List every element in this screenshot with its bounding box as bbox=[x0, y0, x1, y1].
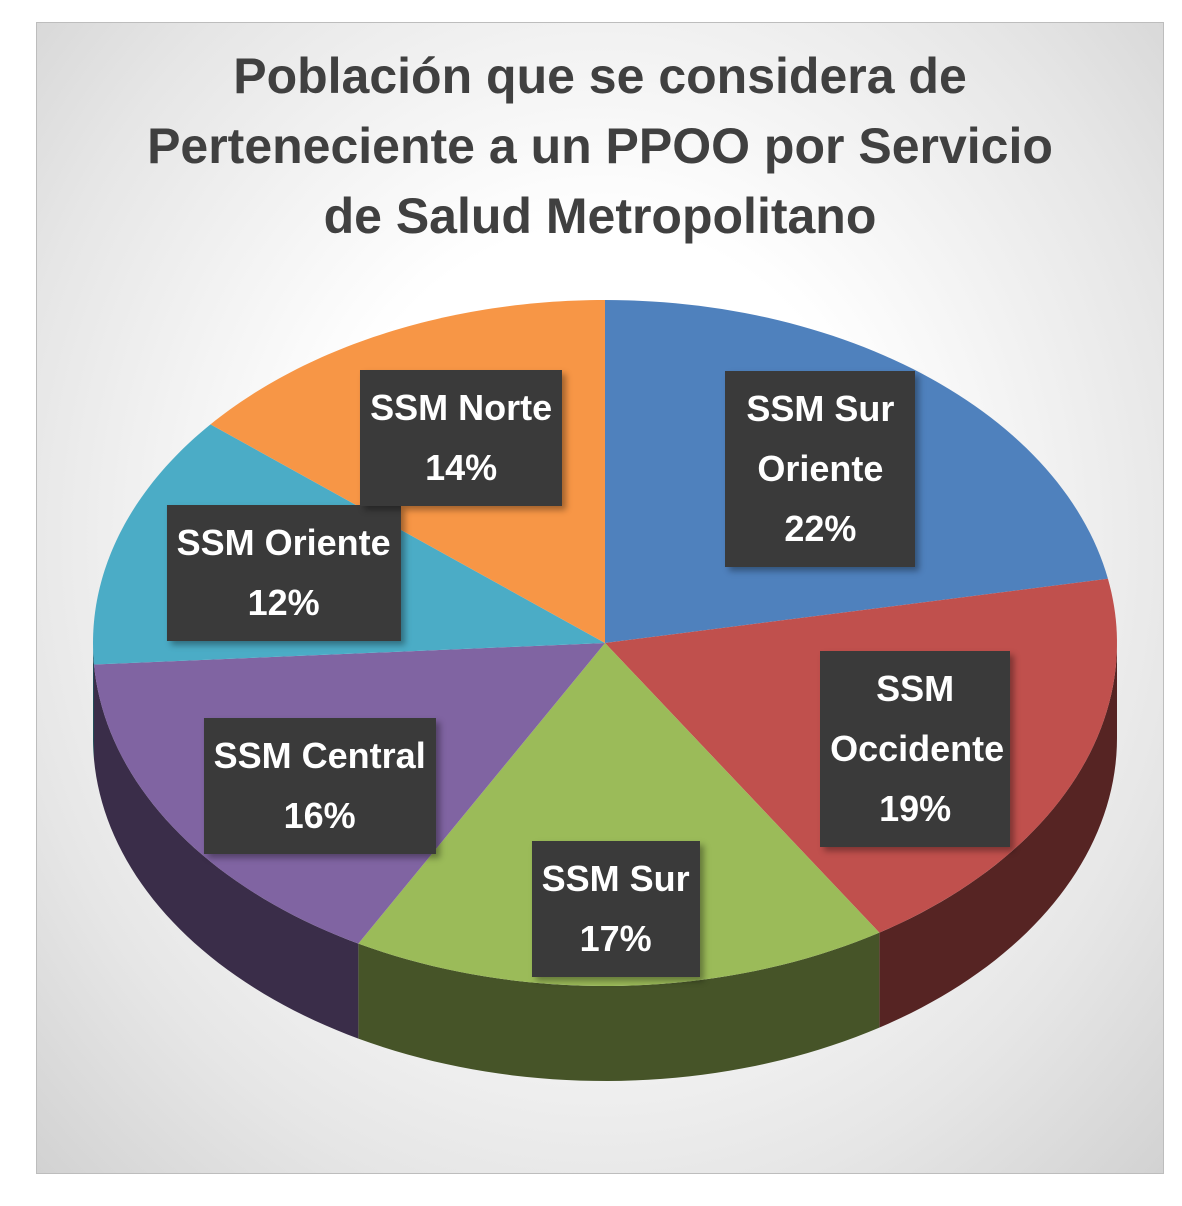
data-label: SSM Sur Oriente 22% bbox=[725, 370, 916, 567]
label-name: SSM Oriente bbox=[176, 522, 391, 564]
label-value: 19% bbox=[879, 787, 952, 829]
label-name: SSM Norte bbox=[370, 387, 553, 429]
label-value: 16% bbox=[283, 794, 356, 836]
data-label: SSM Occidente 19% bbox=[820, 650, 1011, 847]
label-name: SSM Sur Oriente bbox=[746, 387, 895, 489]
label-value: 17% bbox=[579, 918, 652, 960]
data-label: SSM Oriente 12% bbox=[166, 505, 401, 642]
slice bbox=[358, 643, 880, 1081]
data-label: SSM Norte 14% bbox=[360, 370, 563, 507]
label-value: 22% bbox=[784, 507, 857, 549]
slice-side bbox=[879, 643, 1117, 1028]
label-name: SSM Central bbox=[213, 734, 426, 776]
label-name: SSM Occidente bbox=[830, 667, 1005, 769]
slice-side bbox=[358, 932, 880, 1081]
chart-title: Población que se considera de Pertenecie… bbox=[147, 48, 1053, 244]
label-value: 14% bbox=[425, 447, 498, 489]
label-name: SSM Sur bbox=[541, 858, 690, 900]
data-label: SSM Central 16% bbox=[203, 717, 436, 854]
label-value: 12% bbox=[247, 582, 320, 624]
slice-side bbox=[93, 643, 95, 760]
slice-top bbox=[358, 643, 880, 986]
chart-frame: Población que se considera de Pertenecie… bbox=[36, 22, 1164, 1174]
data-label: SSM Sur 17% bbox=[531, 841, 700, 978]
slice-side bbox=[94, 664, 359, 1039]
